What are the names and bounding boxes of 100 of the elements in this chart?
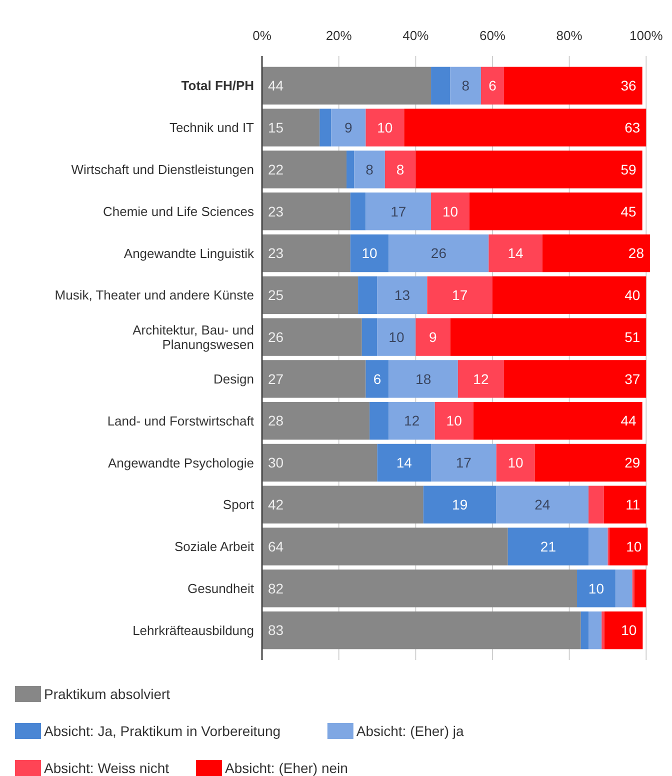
bar	[262, 318, 362, 356]
bar	[262, 192, 350, 230]
data-label: 9	[429, 328, 438, 345]
bar	[404, 108, 646, 146]
data-label: 28	[268, 412, 284, 429]
data-label: 19	[452, 496, 468, 513]
bar	[492, 276, 646, 314]
y-tick-label: Design	[214, 371, 254, 386]
data-label: 36	[620, 78, 637, 94]
x-tick-label: 20%	[326, 28, 352, 43]
bar	[320, 108, 332, 146]
data-label: 25	[268, 287, 284, 304]
bar	[262, 611, 581, 650]
bar	[496, 486, 589, 524]
bar	[450, 66, 481, 105]
bar	[542, 234, 650, 272]
bar	[262, 402, 370, 440]
y-tick-label: Sport	[222, 497, 254, 512]
data-label: 44	[620, 412, 637, 429]
bar	[331, 108, 366, 146]
legend-label: Absicht: (Eher) nein	[225, 760, 348, 776]
bar	[480, 66, 504, 105]
bar	[577, 570, 616, 608]
bar	[262, 66, 432, 105]
bar	[431, 444, 496, 482]
data-label: 12	[404, 412, 420, 429]
x-tick-label: 60%	[479, 28, 506, 43]
bar	[634, 570, 646, 608]
data-label: 30	[268, 454, 284, 471]
bar	[423, 486, 496, 524]
data-label: 82	[268, 580, 284, 596]
data-label: 63	[624, 119, 640, 136]
bar	[431, 66, 450, 105]
x-tick-label: 40%	[402, 28, 430, 43]
bar	[350, 234, 389, 272]
bar	[262, 528, 508, 566]
data-label: 26	[268, 328, 284, 345]
y-tick-label: Total FH/PH	[181, 78, 254, 94]
y-tick-label: Wirtschaft und Dienstleistungen	[71, 162, 254, 178]
bar	[366, 108, 404, 146]
bar	[388, 234, 489, 272]
data-label: 11	[626, 496, 640, 513]
data-label: 22	[268, 161, 284, 178]
data-label: 17	[456, 454, 472, 471]
bar	[496, 444, 535, 482]
y-tick-label: Gesundheit	[188, 580, 254, 596]
y-tick-label: Angewandte Linguistik	[124, 246, 254, 261]
bar	[431, 192, 470, 230]
bar	[469, 192, 642, 230]
data-label: 23	[268, 203, 284, 220]
bar	[262, 150, 347, 188]
data-label: 10	[626, 538, 642, 554]
data-label: 29	[624, 454, 640, 471]
bar	[377, 318, 416, 356]
bar	[262, 486, 424, 524]
bar	[366, 192, 432, 230]
x-tick-label: 0%	[252, 28, 272, 43]
bar	[604, 611, 643, 650]
data-label: 10	[442, 203, 458, 220]
bar	[262, 108, 320, 146]
y-tick-label: Lehrkräfteausbildung	[132, 622, 254, 638]
bar	[262, 276, 358, 314]
bar	[473, 402, 642, 440]
data-label: 21	[540, 538, 556, 554]
bar	[377, 276, 428, 314]
legend-label: Absicht: Ja, Praktikum in Vorbereitung	[44, 722, 281, 739]
bar	[504, 66, 642, 105]
y-tick-label: Chemie und Life Sciences	[102, 204, 254, 219]
bar	[615, 570, 632, 608]
bar	[580, 611, 589, 650]
data-label: 44	[268, 78, 284, 94]
bar	[458, 360, 504, 398]
data-label: 13	[394, 287, 410, 304]
bar	[362, 318, 378, 356]
data-label: 45	[620, 203, 637, 220]
bar	[262, 360, 366, 398]
bar	[508, 528, 589, 566]
legend-label: Absicht: (Eher) ja	[356, 722, 464, 739]
data-label: 14	[396, 454, 412, 471]
data-label: 24	[534, 496, 550, 513]
x-tick-label: 80%	[556, 28, 583, 43]
data-label: 15	[268, 119, 284, 136]
bar	[388, 402, 435, 440]
y-tick-label: Architektur, Bau- und Planungswesen	[132, 322, 254, 352]
y-tick-label: Technik und IT	[169, 120, 254, 136]
bar	[434, 402, 474, 440]
data-label: 10	[377, 119, 393, 136]
data-label: 8	[462, 78, 470, 94]
data-label: 83	[268, 622, 284, 638]
data-label: 8	[366, 161, 374, 178]
bar	[366, 360, 389, 398]
x-tick-label: 100%	[630, 28, 664, 43]
bar	[604, 486, 646, 524]
data-label: 6	[488, 78, 497, 94]
bar	[504, 360, 646, 398]
bar	[358, 276, 378, 314]
data-label: 17	[390, 203, 406, 220]
data-label: 10	[588, 580, 604, 596]
data-label: 64	[268, 538, 284, 554]
data-label: 26	[430, 245, 447, 262]
